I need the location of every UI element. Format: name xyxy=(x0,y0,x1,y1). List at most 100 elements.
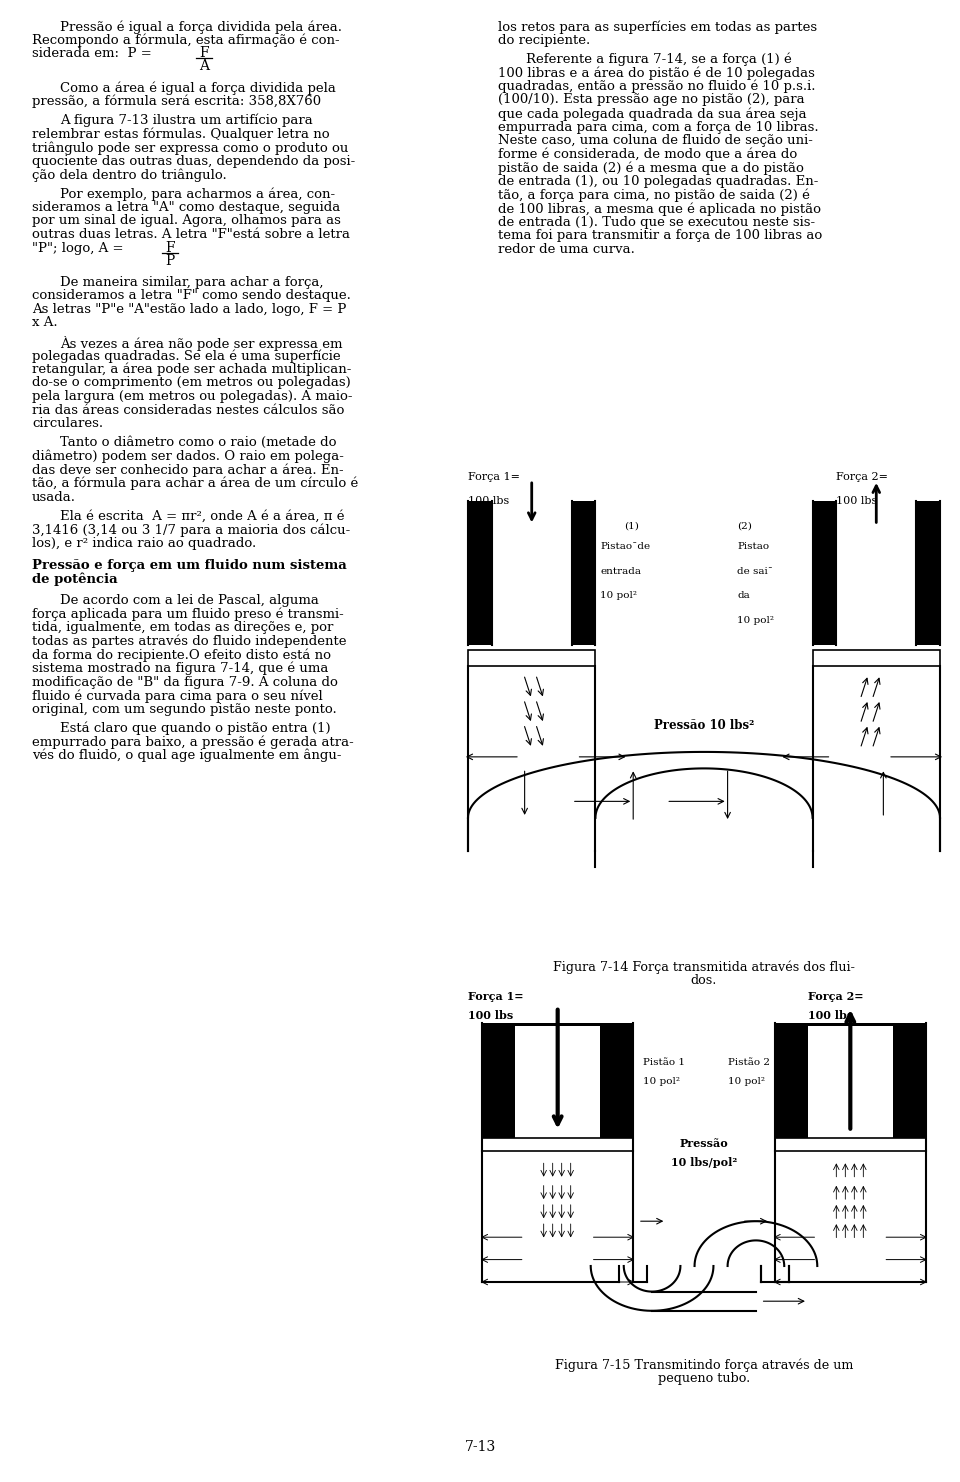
Text: Recompondo a fórmula, esta afirmação é con-: Recompondo a fórmula, esta afirmação é c… xyxy=(32,34,340,47)
Text: los), e r² indica raio ao quadrado.: los), e r² indica raio ao quadrado. xyxy=(32,536,256,550)
Text: outras duas letras. A letra "F"está sobre a letra: outras duas letras. A letra "F"está sobr… xyxy=(32,228,350,242)
Text: x A.: x A. xyxy=(32,317,58,329)
Text: forme é considerada, de modo que a área do: forme é considerada, de modo que a área … xyxy=(498,148,797,162)
Text: sistema mostrado na figura 7-14, que é uma: sistema mostrado na figura 7-14, que é u… xyxy=(32,662,328,676)
Bar xyxy=(572,501,595,645)
Text: F: F xyxy=(165,240,175,255)
Text: Pistão 2: Pistão 2 xyxy=(728,1058,770,1067)
Text: de entrada (1). Tudo que se executou neste sis-: de entrada (1). Tudo que se executou nes… xyxy=(498,216,815,228)
Text: los retos para as superfícies em todas as partes: los retos para as superfícies em todas a… xyxy=(498,19,817,34)
Text: Força 1=: Força 1= xyxy=(468,471,520,482)
Bar xyxy=(812,501,836,645)
Text: Pistao¯de: Pistao¯de xyxy=(600,542,650,551)
Text: 100 lbs: 100 lbs xyxy=(468,496,509,507)
Text: Ela é escrita  A = πr², onde A é a área, π é: Ela é escrita A = πr², onde A é a área, … xyxy=(60,510,345,523)
Text: empurrado para baixo, a pressão é gerada atra-: empurrado para baixo, a pressão é gerada… xyxy=(32,735,353,748)
Text: Figura 7-15 Transmitindo força através de um: Figura 7-15 Transmitindo força através d… xyxy=(555,1358,853,1371)
Text: 100 lbs: 100 lbs xyxy=(468,1011,514,1021)
Text: dos.: dos. xyxy=(691,974,717,987)
Bar xyxy=(482,1023,516,1138)
Text: triângulo pode ser expressa como o produto ou: triângulo pode ser expressa como o produ… xyxy=(32,141,348,154)
Text: ção dela dentro do triângulo.: ção dela dentro do triângulo. xyxy=(32,169,227,182)
Text: ria das áreas consideradas nestes cálculos são: ria das áreas consideradas nestes cálcul… xyxy=(32,403,345,416)
Text: do recipiente.: do recipiente. xyxy=(498,34,590,46)
Text: de entrada (1), ou 10 polegadas quadradas. En-: de entrada (1), ou 10 polegadas quadrada… xyxy=(498,175,818,188)
Text: polegadas quadradas. Se ela é uma superfície: polegadas quadradas. Se ela é uma superf… xyxy=(32,350,341,363)
Text: (1): (1) xyxy=(624,522,638,531)
Text: de 100 libras, a mesma que é aplicada no pistão: de 100 libras, a mesma que é aplicada no… xyxy=(498,202,821,216)
Bar xyxy=(775,1023,925,1026)
Text: 10 lbs/pol²: 10 lbs/pol² xyxy=(671,1157,737,1168)
Bar xyxy=(893,1023,925,1138)
Text: siderada em:  P =: siderada em: P = xyxy=(32,47,152,61)
Text: Está claro que quando o pistão entra (1): Está claro que quando o pistão entra (1) xyxy=(60,722,330,735)
Text: F: F xyxy=(199,46,209,61)
Text: pela largura (em metros ou polegadas). A maio-: pela largura (em metros ou polegadas). A… xyxy=(32,390,352,403)
Text: As letras "P"e "A"estão lado a lado, logo, F = P: As letras "P"e "A"estão lado a lado, log… xyxy=(32,302,347,316)
Text: redor de uma curva.: redor de uma curva. xyxy=(498,243,635,256)
Text: da: da xyxy=(737,591,750,600)
Text: 10 pol²: 10 pol² xyxy=(600,591,637,600)
Bar xyxy=(482,1023,634,1026)
Text: Neste caso, uma coluna de fluido de seção uni-: Neste caso, uma coluna de fluido de seçã… xyxy=(498,135,813,147)
Text: quociente das outras duas, dependendo da posi-: quociente das outras duas, dependendo da… xyxy=(32,154,355,167)
Text: Força 2=: Força 2= xyxy=(807,991,863,1002)
Text: 7-13: 7-13 xyxy=(465,1441,495,1454)
Text: 100 lbs: 100 lbs xyxy=(836,496,877,507)
Text: pequeno tubo.: pequeno tubo. xyxy=(658,1372,750,1384)
Text: tida, igualmente, em todas as direções e, por: tida, igualmente, em todas as direções e… xyxy=(32,621,333,634)
Text: consideramos a letra "F" como sendo destaque.: consideramos a letra "F" como sendo dest… xyxy=(32,289,350,302)
Text: 100 lbs: 100 lbs xyxy=(807,1011,853,1021)
Bar xyxy=(917,501,940,645)
Text: Por exemplo, para acharmos a área, con-: Por exemplo, para acharmos a área, con- xyxy=(60,187,335,200)
Bar xyxy=(468,649,595,667)
Text: vés do fluido, o qual age igualmente em ângu-: vés do fluido, o qual age igualmente em … xyxy=(32,748,342,762)
Text: retangular, a área pode ser achada multiplican-: retangular, a área pode ser achada multi… xyxy=(32,363,351,376)
Text: todas as partes através do fluido independente: todas as partes através do fluido indepe… xyxy=(32,634,347,648)
Text: Força 1=: Força 1= xyxy=(468,991,523,1002)
Bar xyxy=(775,1138,925,1152)
Text: quadradas, então a pressão no fluido é 10 p.s.i.: quadradas, então a pressão no fluido é 1… xyxy=(498,80,815,93)
Text: diâmetro) podem ser dados. O raio em polega-: diâmetro) podem ser dados. O raio em pol… xyxy=(32,449,344,464)
Text: Pressão e força em um fluido num sistema: Pressão e força em um fluido num sistema xyxy=(32,559,347,572)
Text: original, com um segundo pistão neste ponto.: original, com um segundo pistão neste po… xyxy=(32,702,337,716)
Text: modificação de "B" da figura 7-9. A coluna do: modificação de "B" da figura 7-9. A colu… xyxy=(32,676,338,689)
Text: tão, a força para cima, no pistão de saida (2) é: tão, a força para cima, no pistão de sai… xyxy=(498,188,810,202)
Bar xyxy=(482,1138,634,1152)
Text: "P"; logo, A =: "P"; logo, A = xyxy=(32,242,124,255)
Text: por um sinal de igual. Agora, olhamos para as: por um sinal de igual. Agora, olhamos pa… xyxy=(32,215,341,227)
Text: da forma do recipiente.O efeito disto está no: da forma do recipiente.O efeito disto es… xyxy=(32,648,331,662)
Text: de potência: de potência xyxy=(32,572,118,585)
Text: (2): (2) xyxy=(737,522,752,531)
Text: A: A xyxy=(199,59,209,73)
Text: 10 pol²: 10 pol² xyxy=(737,617,774,625)
Bar xyxy=(468,501,492,645)
Text: 100 libras e a área do pistão é de 10 polegadas: 100 libras e a área do pistão é de 10 po… xyxy=(498,67,815,80)
Text: Força 2=: Força 2= xyxy=(836,471,888,482)
Text: pistão de saida (2) é a mesma que a do pistão: pistão de saida (2) é a mesma que a do p… xyxy=(498,162,804,175)
Text: entrada: entrada xyxy=(600,566,641,575)
Text: Tanto o diâmetro como o raio (metade do: Tanto o diâmetro como o raio (metade do xyxy=(60,436,337,449)
Text: fluido é curvada para cima para o seu nível: fluido é curvada para cima para o seu ní… xyxy=(32,689,323,702)
Bar xyxy=(775,1023,807,1138)
Text: A figura 7-13 ilustra um artifício para: A figura 7-13 ilustra um artifício para xyxy=(60,114,313,127)
Text: Às vezes a área não pode ser expressa em: Às vezes a área não pode ser expressa em xyxy=(60,335,343,351)
Bar xyxy=(600,1023,634,1138)
Text: (100/10). Esta pressão age no pistão (2), para: (100/10). Esta pressão age no pistão (2)… xyxy=(498,93,804,107)
Text: 10 pol²: 10 pol² xyxy=(642,1077,680,1086)
Text: 3,1416 (3,14 ou 3 1/7 para a maioria dos cálcu-: 3,1416 (3,14 ou 3 1/7 para a maioria dos… xyxy=(32,523,350,536)
Text: Pistao: Pistao xyxy=(737,542,769,551)
Text: de sai¯: de sai¯ xyxy=(737,566,773,575)
Bar xyxy=(812,649,940,667)
Text: circulares.: circulares. xyxy=(32,416,103,430)
Text: tema foi para transmitir a força de 100 libras ao: tema foi para transmitir a força de 100 … xyxy=(498,230,823,243)
Text: usada.: usada. xyxy=(32,491,76,504)
Text: 10 pol²: 10 pol² xyxy=(728,1077,764,1086)
Text: Pressão 10 lbs²: Pressão 10 lbs² xyxy=(654,719,755,732)
Text: sideramos a letra "A" como destaque, seguida: sideramos a letra "A" como destaque, seg… xyxy=(32,202,340,213)
Text: que cada polegada quadrada da sua área seja: que cada polegada quadrada da sua área s… xyxy=(498,107,806,120)
Text: Referente a figura 7-14, se a força (1) é: Referente a figura 7-14, se a força (1) … xyxy=(526,53,792,67)
Text: De maneira similar, para achar a força,: De maneira similar, para achar a força, xyxy=(60,276,324,289)
Text: empurrada para cima, com a força de 10 libras.: empurrada para cima, com a força de 10 l… xyxy=(498,120,819,133)
Text: tão, a fórmula para achar a área de um círculo é: tão, a fórmula para achar a área de um c… xyxy=(32,477,358,491)
